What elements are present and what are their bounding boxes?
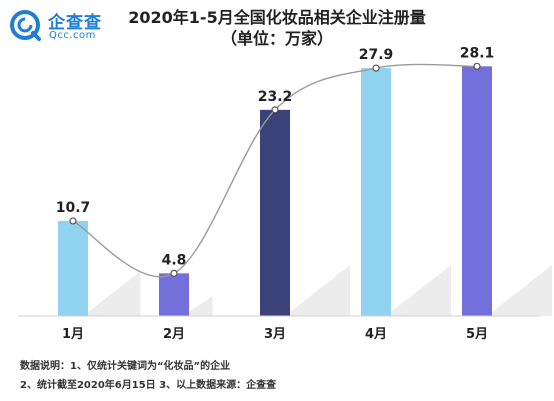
data-label: 23.2 <box>258 89 293 105</box>
bar-shadow <box>492 265 552 316</box>
data-label: 28.1 <box>460 45 495 61</box>
bar-shadow <box>391 265 451 316</box>
x-tick-label: 2月 <box>163 327 185 342</box>
data-note-line-2: 2、统计截至2020年6月15日 3、以上数据来源：企查查 <box>20 380 277 391</box>
x-tick-label: 5月 <box>466 327 488 342</box>
data-note-line-1: 数据说明：1、仅统计关键词为“化妆品”的企业 <box>20 361 231 372</box>
data-label: 10.7 <box>56 200 91 216</box>
x-tick-label: 1月 <box>62 327 84 342</box>
trend-point <box>69 217 77 225</box>
bar-4月 <box>361 68 391 316</box>
bar-shadow <box>290 265 350 316</box>
chart-title: 2020年1-5月全国化妆品相关企业注册量 <box>128 8 426 27</box>
logo-text-cn: 企查查 <box>48 13 102 33</box>
bar-5月 <box>462 66 492 317</box>
data-label: 4.8 <box>162 252 187 268</box>
logo-text-en: Qcc.com <box>49 30 96 41</box>
bar-2月 <box>159 273 189 316</box>
trend-point <box>372 64 380 72</box>
trend-point <box>473 62 481 70</box>
trend-line <box>72 63 478 278</box>
bar-shadow <box>189 296 213 316</box>
qcc-logo: 企查查 Qcc.com <box>8 6 128 46</box>
data-label: 27.9 <box>359 47 394 63</box>
chart-subtitle: （单位：万家） <box>220 29 333 48</box>
qcc-logo-icon <box>10 10 41 41</box>
x-tick-label: 4月 <box>365 327 387 342</box>
bar-1月 <box>58 220 88 316</box>
trend-point <box>170 269 178 277</box>
x-tick-label: 3月 <box>264 327 286 342</box>
trend-point <box>271 106 279 114</box>
bar-3月 <box>260 109 290 316</box>
bar-shadow <box>88 271 141 316</box>
